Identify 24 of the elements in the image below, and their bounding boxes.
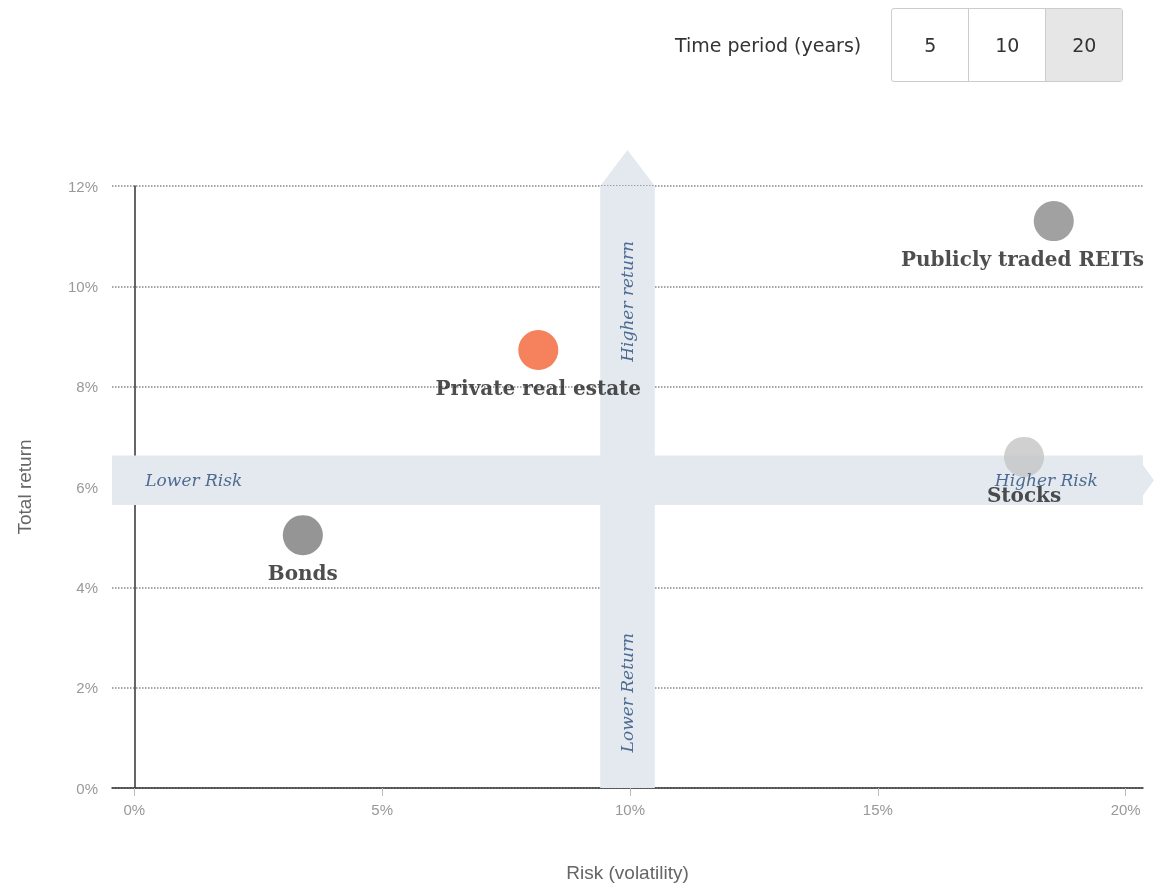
annotation: Lower Return (617, 632, 638, 754)
y-tick-label: 4% (76, 578, 98, 596)
point (282, 515, 323, 556)
y-tick-label: 8% (76, 378, 98, 396)
time-period-selector: Time period (years) 5 10 20 (675, 8, 1124, 82)
x-tick-label: 20% (1110, 801, 1141, 818)
x-tick-label: 5% (371, 801, 393, 818)
y-tick-label: 10% (67, 277, 98, 295)
y-tick-label: 2% (76, 679, 98, 697)
y-tick-label: 12% (67, 177, 98, 195)
series-label: Bonds (267, 561, 338, 586)
annotation: Higher return (617, 241, 638, 363)
point (518, 330, 559, 371)
y-tick-label: 0% (76, 779, 98, 797)
x-tick-label: 15% (862, 801, 893, 818)
annotation: Lower Risk (144, 470, 243, 491)
y-tick-label: 6% (76, 478, 98, 496)
x-tick-label: 10% (614, 801, 645, 818)
series-label: Private real estate (435, 376, 642, 401)
y-axis-title: Total return (14, 439, 35, 535)
x-axis-title: Risk (volatility) (566, 862, 689, 883)
series-label: Publicly traded REITs (900, 247, 1144, 272)
point (1033, 201, 1074, 242)
x-tick-label: 0% (123, 801, 146, 818)
